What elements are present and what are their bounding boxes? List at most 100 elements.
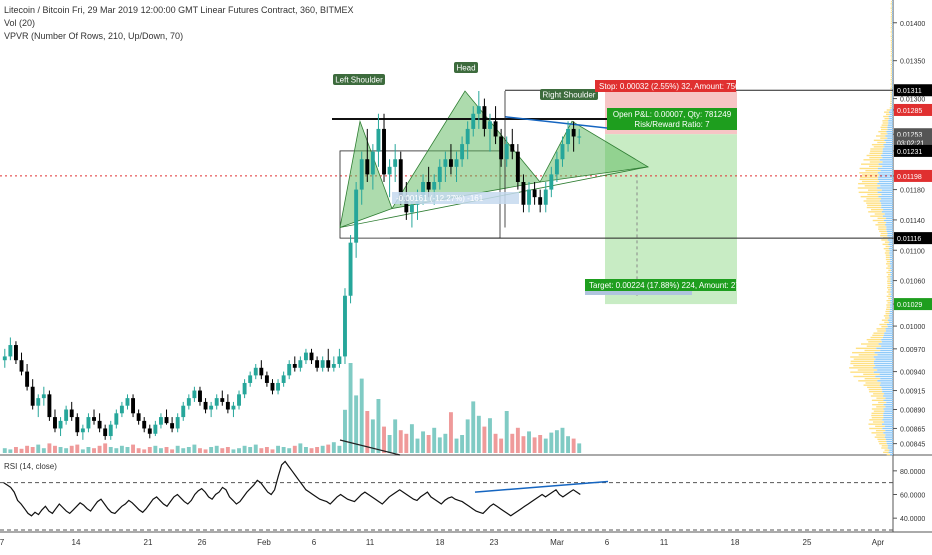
volume-bar <box>415 438 420 453</box>
vpvr-row-up <box>873 371 893 373</box>
vpvr-row-down <box>862 174 880 176</box>
vpvr-row-up <box>880 169 893 172</box>
vpvr-row-down <box>867 193 882 196</box>
volume-bar <box>504 411 509 453</box>
rsi-tick-label: 80.0000 <box>900 469 925 476</box>
vpvr-row-up <box>891 102 893 105</box>
vpvr-row-down <box>886 267 890 269</box>
volume-bar <box>521 436 526 453</box>
vpvr-row-up <box>888 122 893 124</box>
vpvr-row-down <box>890 74 892 77</box>
vpvr-row-up <box>881 386 893 389</box>
vpvr-row-up <box>890 453 893 456</box>
volume-bar <box>577 443 582 453</box>
vpvr-row-up <box>891 26 893 29</box>
price-badge: 0.01311 <box>897 88 922 95</box>
vpvr-row-down <box>878 440 887 443</box>
time-tick-label: 11 <box>660 538 669 547</box>
volume-bar <box>281 447 286 453</box>
vpvr-row-down <box>890 63 892 66</box>
vpvr-row-down <box>882 243 889 246</box>
candle-body <box>136 413 141 421</box>
vpvr-row-down <box>886 299 891 302</box>
volume-bar <box>543 438 548 453</box>
vpvr-row-up <box>892 9 893 12</box>
candle-body <box>259 367 264 376</box>
vpvr-row-up <box>873 360 893 363</box>
vpvr-row-down <box>891 33 893 35</box>
candle-body <box>560 144 565 160</box>
candle-body <box>231 405 236 410</box>
candle-body <box>164 417 169 424</box>
vpvr-row-down <box>877 217 887 220</box>
vpvr-row-up <box>892 46 893 48</box>
vpvr-row-up <box>892 57 893 59</box>
vpvr-row-down <box>881 319 888 321</box>
candle-body <box>253 367 258 376</box>
volume-bar <box>476 415 481 453</box>
candle-body <box>370 151 375 175</box>
vpvr-row-up <box>891 50 893 53</box>
pnl-badge: Open P&L: 0.00007, Qty: 781249 <box>613 110 732 119</box>
vpvr-row-up <box>889 310 893 313</box>
vpvr-row-down <box>890 104 892 107</box>
volume-trendline <box>339 439 401 456</box>
candle-body <box>515 151 520 182</box>
vpvr-row-down <box>887 282 891 285</box>
vpvr-row-up <box>892 24 893 27</box>
vpvr-row-down <box>878 401 887 404</box>
vpvr-row-up <box>887 325 893 328</box>
vpvr-row-down <box>865 382 881 384</box>
candle-body <box>36 398 41 406</box>
vpvr-row-up <box>881 345 893 347</box>
candle-body <box>348 242 353 296</box>
vpvr-row-up <box>890 271 893 274</box>
vpvr-row-down <box>872 219 884 222</box>
vpvr-row-up <box>892 37 893 40</box>
head-label: Head <box>456 64 475 73</box>
price-tick-label: 0.01180 <box>900 188 925 195</box>
vpvr-row-down <box>866 338 882 341</box>
vpvr-row-up <box>891 59 893 61</box>
vpvr-row-up <box>877 187 893 189</box>
vpvr-row-down <box>884 117 890 120</box>
vpvr-row-down <box>850 356 874 358</box>
candle-body <box>69 409 74 418</box>
vpvr-row-down <box>890 98 892 100</box>
vpvr-row-up <box>877 178 893 181</box>
vpvr-row-up <box>879 174 893 176</box>
vpvr-row-down <box>890 76 893 79</box>
volume-bar <box>41 448 46 453</box>
head-label-bg <box>454 62 478 73</box>
vpvr-row-up <box>882 388 893 391</box>
vpvr-row-down <box>876 397 886 399</box>
vpvr-row-down <box>871 432 884 434</box>
vpvr-row-down <box>886 263 890 265</box>
price-tick-label: 0.01140 <box>900 218 925 225</box>
vpvr-row-down <box>890 7 892 9</box>
vpvr-row-up <box>883 399 893 402</box>
vpvr-row-down <box>887 289 891 291</box>
candle-body <box>25 371 30 387</box>
candle-body <box>131 398 136 414</box>
volume-bar <box>64 448 69 453</box>
vpvr-row-down <box>877 141 886 144</box>
vpvr-row-up <box>889 308 893 311</box>
price-badge: 0.01198 <box>897 174 922 181</box>
vpvr-row-up <box>875 364 893 367</box>
time-tick-label: 6 <box>312 538 317 547</box>
candle-body <box>298 360 303 368</box>
vpvr-row-up <box>892 18 893 20</box>
vpvr-row-up <box>890 306 893 308</box>
vpvr-row-up <box>890 278 893 280</box>
vpvr-row-up <box>882 148 893 150</box>
vpvr-row-down <box>886 291 891 293</box>
volume-bar <box>186 447 191 453</box>
vpvr-row-up <box>886 440 893 443</box>
candle-body <box>264 375 269 383</box>
vpvr-row-down <box>890 46 893 48</box>
vpvr-row-up <box>881 423 893 425</box>
candle-body <box>426 182 431 190</box>
candle-body <box>354 189 359 243</box>
